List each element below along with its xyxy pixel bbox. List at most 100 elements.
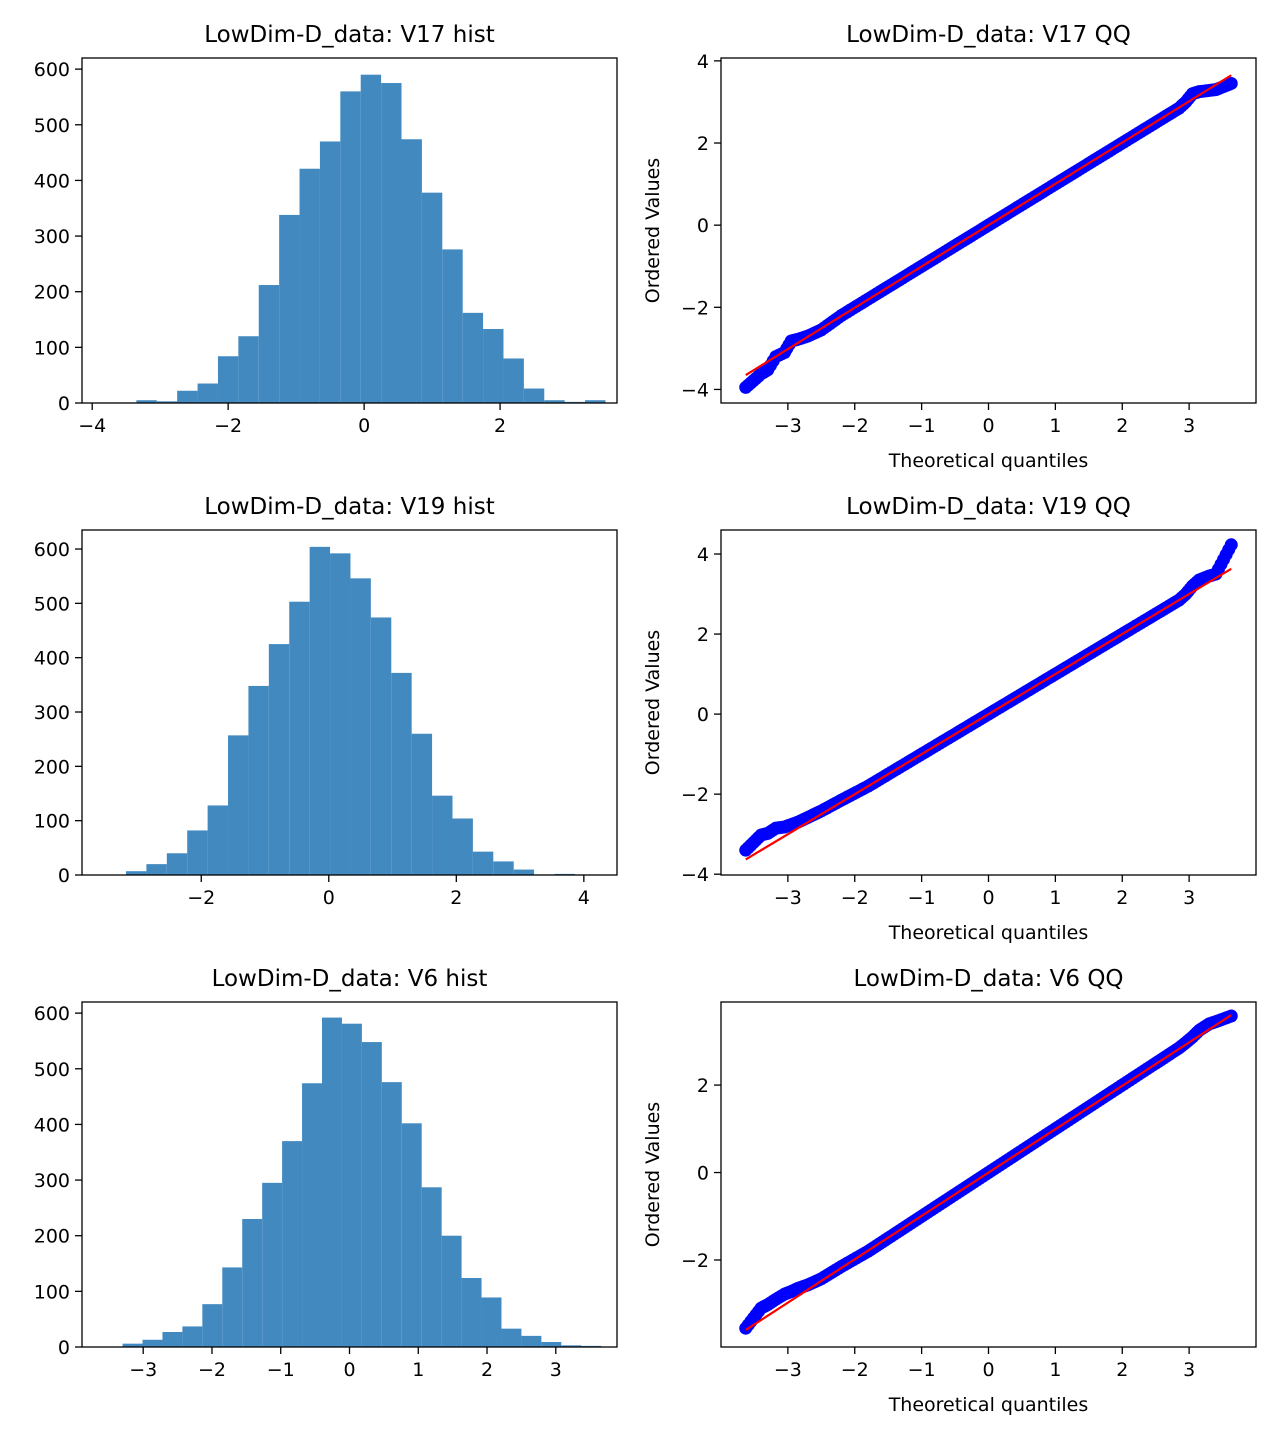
chart-title: LowDim-D_data: V17 QQ [846, 22, 1131, 48]
y-tick-label: 200 [34, 1226, 70, 1248]
y-tick-label: −4 [681, 864, 709, 886]
y-tick-label: 4 [697, 51, 709, 73]
histogram-bar [262, 1182, 283, 1347]
panel-v6-hist: −3 −2 −1 0 1 2 3 0 100 200 300 400 500 600 LowDim-D_da… [34, 966, 618, 1381]
y-tick-label: 100 [34, 811, 70, 833]
x-tick-label: 4 [578, 887, 590, 909]
x-tick-label: −2 [841, 1359, 869, 1381]
y-tick-label: 0 [58, 865, 70, 887]
histogram-bar [228, 735, 249, 875]
histogram-bar [309, 546, 331, 875]
y-tick-label: 600 [34, 1003, 70, 1025]
y-tick-label: 0 [697, 1163, 709, 1185]
panel-v6-qq: −3 −2 −1 0 1 2 3 −2 0 2 LowDim-D_data: V6 QQ Theore… [642, 966, 1257, 1416]
histogram-bar [146, 864, 167, 875]
y-axis-label: Ordered Values [642, 1102, 664, 1247]
x-tick-label: 2 [1116, 415, 1128, 437]
x-tick-label: −3 [774, 1359, 802, 1381]
histogram-bar [381, 83, 402, 403]
y-tick-label: 300 [34, 1170, 70, 1192]
qq-fit-line [745, 74, 1232, 377]
histogram-bar [319, 141, 341, 403]
histogram-bar [370, 617, 392, 875]
histogram-bar [513, 869, 535, 875]
histogram-bar [182, 1326, 203, 1347]
x-tick-label: 0 [982, 887, 994, 909]
x-tick-label: −2 [214, 415, 242, 437]
x-tick-label: −3 [774, 415, 802, 437]
x-tick-label: −2 [198, 1359, 226, 1381]
y-tick-label: −2 [681, 1250, 709, 1272]
qq-points [739, 74, 1238, 394]
x-tick-label: 2 [450, 887, 462, 909]
x-tick-label: 0 [982, 415, 994, 437]
y-tick-label: 500 [34, 115, 70, 137]
x-tick-label: −2 [841, 415, 869, 437]
chart-title: LowDim-D_data: V19 QQ [846, 494, 1131, 520]
chart-title: LowDim-D_data: V17 hist [204, 22, 494, 48]
x-tick-label: 0 [358, 415, 370, 437]
y-tick-label: −2 [681, 297, 709, 319]
qq-point [1224, 538, 1238, 552]
histogram-bar [321, 1017, 342, 1347]
histogram-bar [156, 401, 178, 403]
qq-fit-line [745, 1014, 1232, 1331]
x-tick-label: 0 [323, 887, 335, 909]
y-tick-label: −2 [681, 784, 709, 806]
x-tick-label: −3 [774, 887, 802, 909]
histogram-bar [268, 644, 290, 875]
histogram-bar [472, 851, 494, 875]
x-tick-label: 3 [1183, 415, 1195, 437]
qq-fit-line [745, 567, 1232, 861]
x-tick-label: −3 [129, 1359, 157, 1381]
histogram-bar [561, 1345, 582, 1347]
histogram-bar [411, 733, 433, 875]
y-tick-label: 200 [34, 756, 70, 778]
histogram-bar [544, 400, 565, 403]
x-tick-label: −1 [267, 1359, 295, 1381]
x-tick-label: 1 [1049, 415, 1061, 437]
histogram-bar [462, 312, 484, 403]
qq-point [1224, 76, 1238, 90]
y-tick-label: 300 [34, 226, 70, 248]
chart-title: LowDim-D_data: V6 QQ [853, 966, 1123, 992]
x-tick-label: −1 [908, 1359, 936, 1381]
x-tick-label: 2 [494, 415, 506, 437]
x-axis-label: Theoretical quantiles [888, 450, 1089, 472]
y-tick-label: 0 [58, 393, 70, 415]
histogram-bar [501, 1328, 522, 1347]
y-tick-label: 600 [34, 539, 70, 561]
panel-v19-hist: −2 0 2 4 0 100 200 300 400 500 600 LowDim-D_data: V… [34, 494, 618, 909]
histogram-bar [483, 328, 504, 403]
histogram-bar [258, 285, 280, 403]
histogram-bar [136, 400, 157, 403]
x-tick-label: 0 [982, 1359, 994, 1381]
panel-v19-qq: −3 −2 −1 0 1 2 3 −4 −2 0 2 4 LowDim-D_data: V19 QQ Th… [642, 494, 1257, 944]
x-tick-label: 2 [481, 1359, 493, 1381]
histogram-bar [481, 1297, 502, 1347]
y-tick-label: 4 [697, 544, 709, 566]
histogram-bar [302, 1083, 322, 1347]
y-axis-label: Ordered Values [642, 158, 664, 303]
y-tick-label: 0 [697, 215, 709, 237]
histogram-bar [289, 601, 310, 875]
histogram-bar [207, 805, 229, 875]
histogram-bar [341, 1023, 362, 1347]
x-axis-label: Theoretical quantiles [888, 1394, 1089, 1416]
histogram-bar [391, 672, 412, 875]
histogram-bar [142, 1339, 163, 1347]
y-tick-label: 500 [34, 593, 70, 615]
histogram-bar [361, 1042, 382, 1347]
y-tick-label: 0 [58, 1337, 70, 1359]
axes-frame [81, 57, 618, 404]
x-tick-label: −1 [908, 415, 936, 437]
x-tick-label: −2 [187, 887, 215, 909]
histogram-bar [162, 1331, 183, 1347]
histogram-bar [125, 871, 147, 875]
axes-frame [81, 529, 618, 876]
y-tick-label: 400 [34, 170, 70, 192]
y-tick-label: 100 [34, 337, 70, 359]
histogram-bar [222, 1267, 243, 1347]
histogram-bar [401, 1123, 422, 1347]
